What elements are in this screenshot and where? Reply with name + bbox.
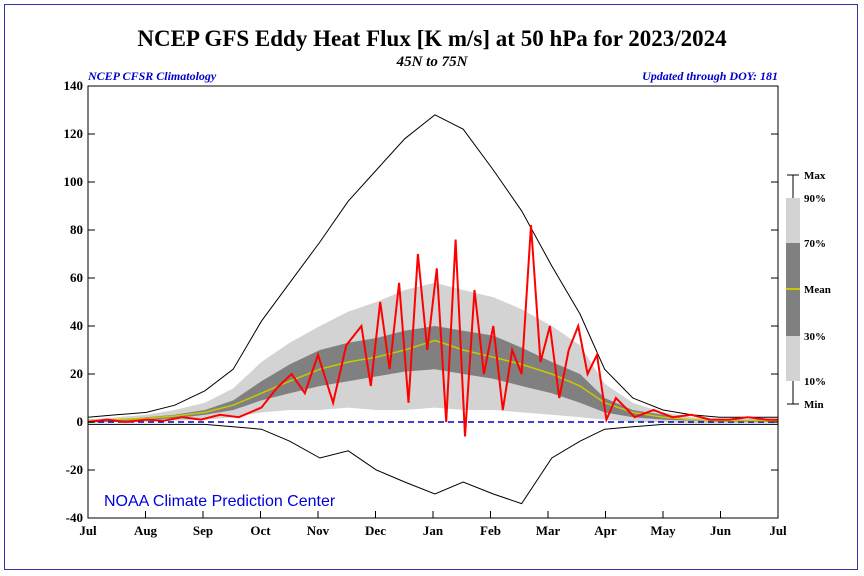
climatology-mean-line [87, 339, 778, 422]
chart-subtitle: 45N to 75N [396, 54, 469, 70]
x-tick-label: Dec [365, 523, 386, 538]
legend-label: Mean [804, 284, 831, 296]
climatology-bands [88, 282, 778, 424]
legend-label: 10% [804, 376, 826, 388]
band-30-70-percentile [88, 326, 778, 422]
x-tick-label: Apr [594, 523, 617, 538]
y-tick-label: 40 [70, 318, 83, 333]
legend-label: 30% [804, 331, 826, 343]
climatology-extremes [87, 114, 778, 505]
x-tick-label: Nov [307, 523, 330, 538]
percentile-legend: Max 90% 70% Mean 30% 10% Min [786, 170, 831, 411]
x-axis: Jul Aug Sep Oct Nov Dec Jan Feb Mar Apr May Jun Jul [79, 511, 787, 538]
series-line-0 [87, 225, 778, 437]
x-tick-label: Aug [134, 523, 158, 538]
chart-title: NCEP GFS Eddy Heat Flux [K m/s] at 50 hP… [137, 26, 727, 51]
legend-label: Min [804, 399, 824, 411]
y-tick-label: -20 [66, 462, 83, 477]
y-tick-label: 140 [64, 78, 84, 93]
climatology-note: NCEP CFSR Climatology [87, 69, 217, 83]
legend-label: Max [804, 170, 826, 182]
chart-frame [4, 4, 858, 570]
x-tick-label: Jul [79, 523, 97, 538]
x-tick-label: Oct [250, 523, 271, 538]
x-tick-label: Mar [536, 523, 561, 538]
x-tick-label: Feb [480, 523, 501, 538]
y-axis: -40 -20 0 20 40 60 80 100 120 140 [64, 78, 778, 525]
y-tick-label: 0 [77, 414, 84, 429]
updated-note: Updated through DOY: 181 [642, 69, 778, 83]
credit-label: NOAA Climate Prediction Center [104, 493, 336, 510]
x-tick-label: Jun [710, 523, 732, 538]
legend-label: 90% [804, 193, 826, 205]
legend-label: 70% [804, 238, 826, 250]
y-tick-label: 60 [70, 270, 83, 285]
y-tick-label: 120 [64, 126, 84, 141]
x-tick-label: Jul [769, 523, 787, 538]
y-tick-label: 80 [70, 222, 83, 237]
climatology-max-line [87, 114, 778, 418]
current-season-line-group [87, 225, 778, 437]
y-tick-label: 20 [70, 366, 83, 381]
mean-line-group [87, 339, 778, 422]
x-tick-label: Jan [423, 523, 444, 538]
y-tick-label: -40 [66, 510, 83, 525]
y-tick-label: 100 [64, 174, 84, 189]
climatology-min-line [88, 423, 778, 505]
x-tick-label: May [650, 523, 676, 538]
x-tick-label: Sep [193, 523, 213, 538]
